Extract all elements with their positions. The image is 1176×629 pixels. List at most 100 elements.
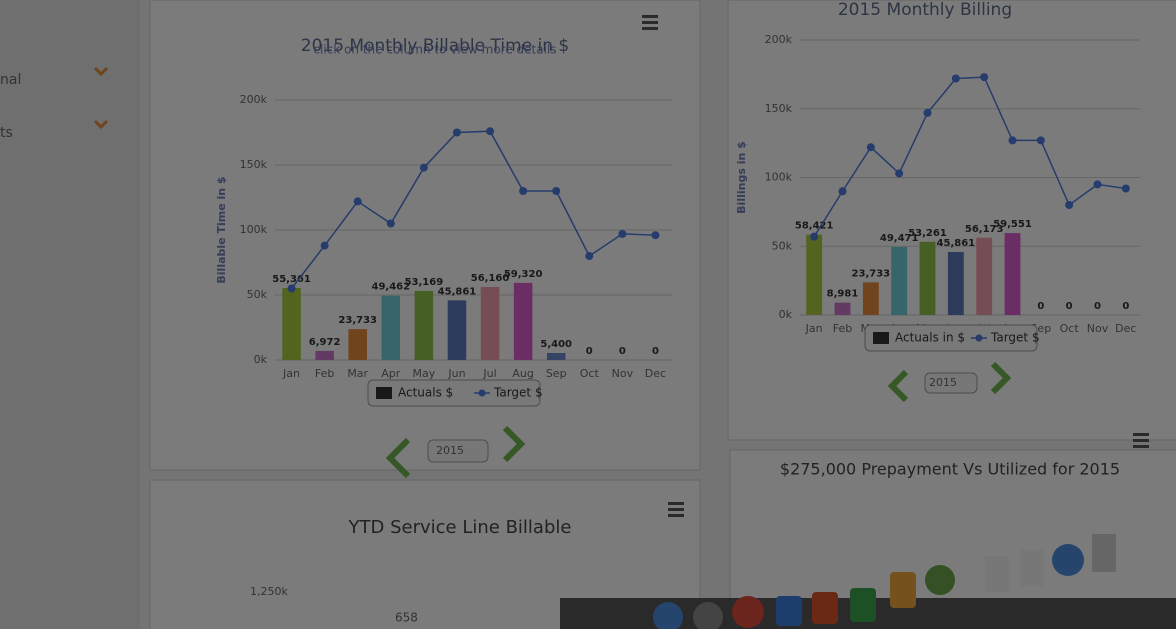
x-tick-label: Sep <box>546 367 567 380</box>
target-point <box>951 74 960 83</box>
x-tick-label: Jan <box>805 322 823 335</box>
legend-swatch <box>376 387 392 399</box>
target-point <box>1008 136 1017 145</box>
sidebar-item: ts <box>0 125 13 141</box>
bar <box>414 290 434 360</box>
data-label: 23,733 <box>338 315 377 326</box>
panel-title: YTD Service Line Billable <box>348 517 572 538</box>
data-label: 5,400 <box>540 339 572 350</box>
bar <box>919 241 936 315</box>
bar <box>315 350 334 360</box>
x-tick-label: Dec <box>645 367 666 380</box>
x-tick-label: Mar <box>347 367 368 380</box>
target-point <box>386 219 395 228</box>
menu-icon[interactable] <box>668 502 684 517</box>
target-point <box>866 143 875 152</box>
menu-icon[interactable] <box>1133 433 1149 448</box>
legend-label: Target $ <box>990 331 1040 345</box>
bar <box>513 282 533 360</box>
y-tick-label: 100k <box>240 223 268 236</box>
legend-swatch <box>873 332 889 344</box>
data-label: 0 <box>1122 301 1129 312</box>
y-tick-label: 200k <box>765 33 793 46</box>
bar <box>1004 233 1021 315</box>
target-point <box>1036 136 1045 145</box>
panel-title: $275,000 Prepayment Vs Utilized for 2015 <box>780 460 1120 479</box>
x-tick-label: Nov <box>1087 322 1109 335</box>
target-point <box>1093 180 1102 189</box>
target-point <box>923 108 932 117</box>
y-tick-label: 0k <box>254 353 268 366</box>
data-label: 658 <box>395 611 418 625</box>
x-tick-label: Feb <box>833 322 852 335</box>
bar <box>447 300 467 360</box>
bar <box>546 352 566 360</box>
target-point <box>585 252 594 260</box>
target-point <box>419 163 428 172</box>
y-tick-label: 50k <box>247 288 268 301</box>
x-tick-label: Oct <box>580 367 600 380</box>
year-select-label: 2015 <box>929 376 957 389</box>
legend-marker <box>975 334 983 342</box>
sidebar-item: nal <box>0 72 21 88</box>
data-label: 0 <box>1037 301 1044 312</box>
x-tick-label: Nov <box>612 367 634 380</box>
target-point <box>810 232 819 241</box>
target-point <box>519 187 528 195</box>
year-select-label: 2015 <box>436 444 464 457</box>
data-label: 59,320 <box>504 269 543 280</box>
data-label: 45,861 <box>438 286 477 297</box>
data-label: 6,972 <box>309 337 341 348</box>
target-point <box>1065 201 1074 209</box>
x-tick-label: Aug <box>512 367 533 380</box>
bar <box>806 234 823 315</box>
y-axis-label: Billable Time in $ <box>215 176 228 283</box>
chart-subtitle: click on the column to view more details <box>313 43 556 57</box>
target-point <box>287 284 296 293</box>
sidebar <box>0 0 140 629</box>
x-tick-label: Jun <box>447 367 465 380</box>
data-label: 45,861 <box>937 238 976 249</box>
bar <box>480 286 500 360</box>
bar <box>862 282 879 315</box>
target-point <box>980 73 989 82</box>
x-tick-label: Dec <box>1115 322 1136 335</box>
x-tick-label: Apr <box>381 367 401 380</box>
legend-label: Target $ <box>493 386 543 400</box>
data-label: 0 <box>652 346 659 357</box>
target-point <box>838 187 847 196</box>
target-point <box>651 231 660 240</box>
target-point <box>320 241 329 250</box>
target-point <box>618 229 627 238</box>
x-tick-label: Oct <box>1060 322 1080 335</box>
y-axis-label: Billings in $ <box>735 141 748 214</box>
data-label: 8,981 <box>827 289 859 300</box>
legend-marker <box>478 389 486 397</box>
data-label: 23,733 <box>852 268 891 279</box>
target-point <box>452 128 461 137</box>
data-label: 0 <box>586 346 593 357</box>
bar <box>834 302 851 315</box>
target-point <box>486 127 495 136</box>
target-point <box>895 169 904 178</box>
y-tick-label: 150k <box>765 102 793 115</box>
target-point <box>353 197 362 206</box>
x-tick-label: Jul <box>482 367 496 380</box>
x-tick-label: Feb <box>315 367 334 380</box>
legend-label: Actuals in $ <box>895 331 965 345</box>
bar <box>947 251 964 315</box>
data-label: 0 <box>619 346 626 357</box>
bar <box>381 295 401 360</box>
y-tick-label: 150k <box>240 158 268 171</box>
menu-icon[interactable] <box>642 15 658 30</box>
bar <box>891 246 908 315</box>
tick-label: 1,250k <box>250 585 288 598</box>
target-point <box>1121 184 1130 193</box>
x-tick-label: May <box>413 367 436 380</box>
legend-label: Actuals $ <box>398 386 453 400</box>
data-label: 58,421 <box>795 221 834 232</box>
bar <box>282 288 301 360</box>
bar <box>976 237 993 315</box>
